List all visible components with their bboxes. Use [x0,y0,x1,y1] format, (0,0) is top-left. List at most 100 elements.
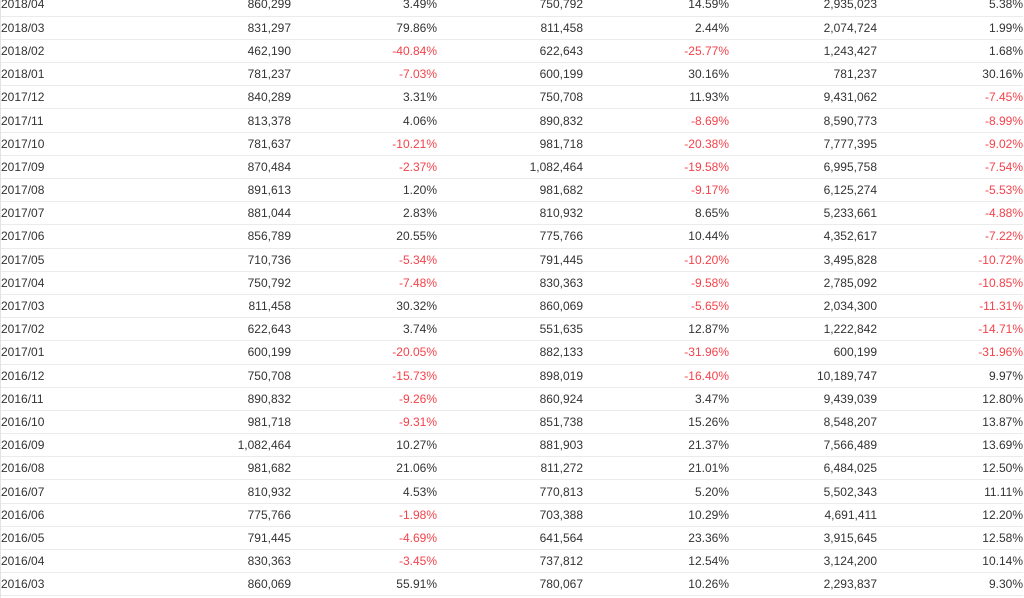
month-cell: 2016/06 [1,503,141,527]
table-row: 2017/08 891,613 1.20% 981,682 -9.17% 6,125,27… [1,178,1023,203]
change-pct-cell: 55.91% [291,572,437,597]
cumulative-value-cell: 781,237 [729,62,877,87]
value-cell: 981,682 [141,456,291,481]
compare-change-pct-cell: 12.87% [583,317,729,342]
compare-change-pct-cell: 10.44% [583,224,729,249]
change-pct-cell: -10.21% [291,132,437,156]
cumulative-change-pct-cell: -7.54% [877,155,1023,180]
month-cell: 2017/05 [1,248,141,272]
cumulative-value-cell: 600,199 [729,340,877,365]
cumulative-value-cell: 3,495,828 [729,248,877,272]
table-row: 2017/11 813,378 4.06% 890,832 -8.69% 8,590,77… [1,108,1023,133]
compare-value-cell: 882,133 [437,340,583,365]
cumulative-change-pct-cell: -10.72% [877,248,1023,272]
table-row: 2017/04 750,792 -7.48% 830,363 -9.58% 2,785,0… [1,271,1023,295]
compare-change-pct-cell: 5.20% [583,479,729,504]
compare-value-cell: 770,813 [437,479,583,504]
cumulative-value-cell: 9,439,039 [729,387,877,411]
cumulative-value-cell: 8,590,773 [729,108,877,133]
compare-value-cell: 830,363 [437,271,583,295]
value-cell: 870,484 [141,155,291,180]
compare-value-cell: 791,445 [437,248,583,272]
cumulative-change-pct-cell: -4.88% [877,201,1023,226]
compare-change-pct-cell: -9.58% [583,271,729,295]
compare-change-pct-cell: -5.65% [583,294,729,319]
cumulative-change-pct-cell: -9.02% [877,132,1023,156]
change-pct-cell: 30.32% [291,294,437,319]
table-row: 2016/04 830,363 -3.45% 737,812 12.54% 3,124,2… [1,549,1023,574]
change-pct-cell: -4.69% [291,526,437,551]
change-pct-cell: 4.53% [291,479,437,504]
value-cell: 890,832 [141,387,291,411]
value-cell: 860,299 [141,0,291,17]
compare-change-pct-cell: -20.38% [583,132,729,156]
cumulative-value-cell: 6,995,758 [729,155,877,180]
cumulative-change-pct-cell: 12.20% [877,503,1023,527]
compare-change-pct-cell: 12.54% [583,549,729,574]
cumulative-change-pct-cell: 1.68% [877,39,1023,64]
compare-change-pct-cell: 14.59% [583,0,729,17]
month-cell: 2017/01 [1,340,141,365]
change-pct-cell: -15.73% [291,364,437,388]
cumulative-change-pct-cell: 13.69% [877,433,1023,458]
compare-change-pct-cell: 8.65% [583,201,729,226]
compare-change-pct-cell: 21.01% [583,456,729,481]
month-cell: 2017/08 [1,178,141,203]
table-row: 2017/07 881,044 2.83% 810,932 8.65% 5,233,661… [1,201,1023,226]
cumulative-change-pct-cell: -31.96% [877,340,1023,365]
compare-value-cell: 981,682 [437,178,583,203]
cumulative-value-cell: 4,691,411 [729,503,877,527]
change-pct-cell: 10.27% [291,433,437,458]
compare-value-cell: 851,738 [437,410,583,435]
cumulative-change-pct-cell: 10.14% [877,549,1023,574]
cumulative-value-cell: 3,915,645 [729,526,877,551]
value-cell: 750,708 [141,364,291,388]
compare-change-pct-cell: -8.69% [583,108,729,133]
compare-change-pct-cell: -25.77% [583,39,729,64]
compare-change-pct-cell: 2.44% [583,16,729,40]
cumulative-change-pct-cell: -11.31% [877,294,1023,319]
value-cell: 750,792 [141,271,291,295]
month-cell: 2017/07 [1,201,141,226]
change-pct-cell: -40.84% [291,39,437,64]
month-cell: 2017/11 [1,108,141,133]
compare-value-cell: 703,388 [437,503,583,527]
cumulative-value-cell: 10,189,747 [729,364,877,388]
month-cell: 2016/07 [1,479,141,504]
value-cell: 600,199 [141,340,291,365]
value-cell: 981,718 [141,410,291,435]
compare-change-pct-cell: -19.58% [583,155,729,180]
compare-value-cell: 898,019 [437,364,583,388]
value-cell: 781,237 [141,62,291,87]
compare-change-pct-cell: 21.37% [583,433,729,458]
change-pct-cell: 4.06% [291,108,437,133]
cumulative-value-cell: 8,548,207 [729,410,877,435]
cumulative-change-pct-cell: 1.99% [877,16,1023,40]
change-pct-cell: -9.31% [291,410,437,435]
cumulative-change-pct-cell: 12.50% [877,456,1023,481]
compare-value-cell: 810,932 [437,201,583,226]
cumulative-change-pct-cell: 11.11% [877,479,1023,504]
value-cell: 831,297 [141,16,291,40]
table-row: 2016/03 860,069 55.91% 780,067 10.26% 2,293,8… [1,572,1023,597]
compare-change-pct-cell: -16.40% [583,364,729,388]
compare-value-cell: 775,766 [437,224,583,249]
table-row: 2018/03 831,297 79.86% 811,458 2.44% 2,074,72… [1,16,1023,40]
cumulative-value-cell: 5,502,343 [729,479,877,504]
cumulative-change-pct-cell: 30.16% [877,62,1023,87]
change-pct-cell: 3.74% [291,317,437,342]
cumulative-change-pct-cell: 12.80% [877,387,1023,411]
change-pct-cell: -9.26% [291,387,437,411]
month-cell: 2017/02 [1,317,141,342]
compare-value-cell: 750,792 [437,0,583,17]
compare-value-cell: 860,924 [437,387,583,411]
change-pct-cell: 21.06% [291,456,437,481]
table-row: 2016/12 750,708 -15.73% 898,019 -16.40% 10,18… [1,364,1023,388]
cumulative-value-cell: 2,074,724 [729,16,877,40]
compare-change-pct-cell: -10.20% [583,248,729,272]
compare-change-pct-cell: 10.26% [583,572,729,597]
change-pct-cell: -7.03% [291,62,437,87]
compare-change-pct-cell: 23.36% [583,526,729,551]
compare-value-cell: 860,069 [437,294,583,319]
